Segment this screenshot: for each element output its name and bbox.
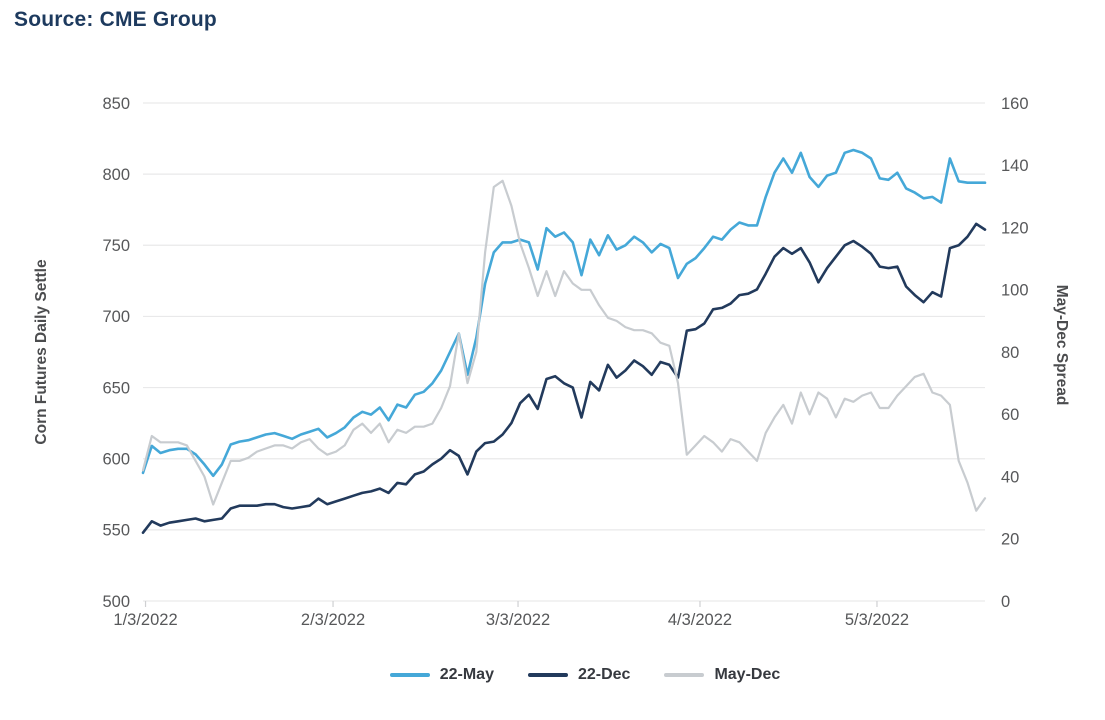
legend-swatch-icon <box>389 673 430 677</box>
left-axis-tick-label: 500 <box>102 593 130 611</box>
left-axis-tick-label: 550 <box>102 522 130 540</box>
legend-item-May-Dec: May-Dec <box>664 666 780 684</box>
legend-item-22-May: 22-May <box>389 666 494 684</box>
left-axis-tick-label: 800 <box>102 166 130 184</box>
left-axis-tick-label: 700 <box>102 308 130 326</box>
source-attribution: Source: CME Group <box>14 8 217 31</box>
right-axis-tick-label: 0 <box>1001 593 1010 611</box>
left-axis-tick-label: 600 <box>102 450 130 468</box>
x-axis-tick-label: 2/3/2022 <box>301 611 365 629</box>
series-line-May-Dec <box>141 179 987 512</box>
right-axis-title: May-Dec Spread <box>1053 285 1070 406</box>
legend-label: 22-Dec <box>577 666 631 683</box>
right-axis-tick-label: 60 <box>1001 406 1019 424</box>
right-axis-tick-label: 120 <box>1001 219 1029 237</box>
right-axis-tick-label: 140 <box>1001 157 1029 175</box>
left-axis-tick-label: 650 <box>102 379 130 397</box>
legend-swatch-icon <box>527 673 568 677</box>
right-axis-tick-label: 80 <box>1001 344 1019 362</box>
x-axis-tick-label: 1/3/2022 <box>113 611 177 629</box>
left-axis-tick-label: 750 <box>102 237 130 255</box>
series-line-22-Dec <box>141 222 987 535</box>
left-axis-title: Corn Futures Daily Settle <box>33 259 50 445</box>
right-axis-tick-label: 160 <box>1001 95 1029 113</box>
legend-item-22-Dec: 22-Dec <box>527 666 631 684</box>
x-axis-tick-label: 5/3/2022 <box>845 611 909 629</box>
right-axis-tick-label: 100 <box>1001 282 1029 300</box>
series-line-22-May <box>141 148 987 478</box>
legend-swatch-icon <box>664 673 705 677</box>
legend-label: 22-May <box>439 666 494 683</box>
chart-legend: 22-May 22-Dec May-Dec <box>143 666 1027 684</box>
legend-label: May-Dec <box>714 666 781 683</box>
x-axis-tick-label: 3/3/2022 <box>486 611 550 629</box>
right-axis-tick-label: 20 <box>1001 531 1019 549</box>
left-axis-tick-label: 850 <box>102 95 130 113</box>
right-axis-tick-label: 40 <box>1001 468 1019 486</box>
x-axis-tick-label: 4/3/2022 <box>668 611 732 629</box>
